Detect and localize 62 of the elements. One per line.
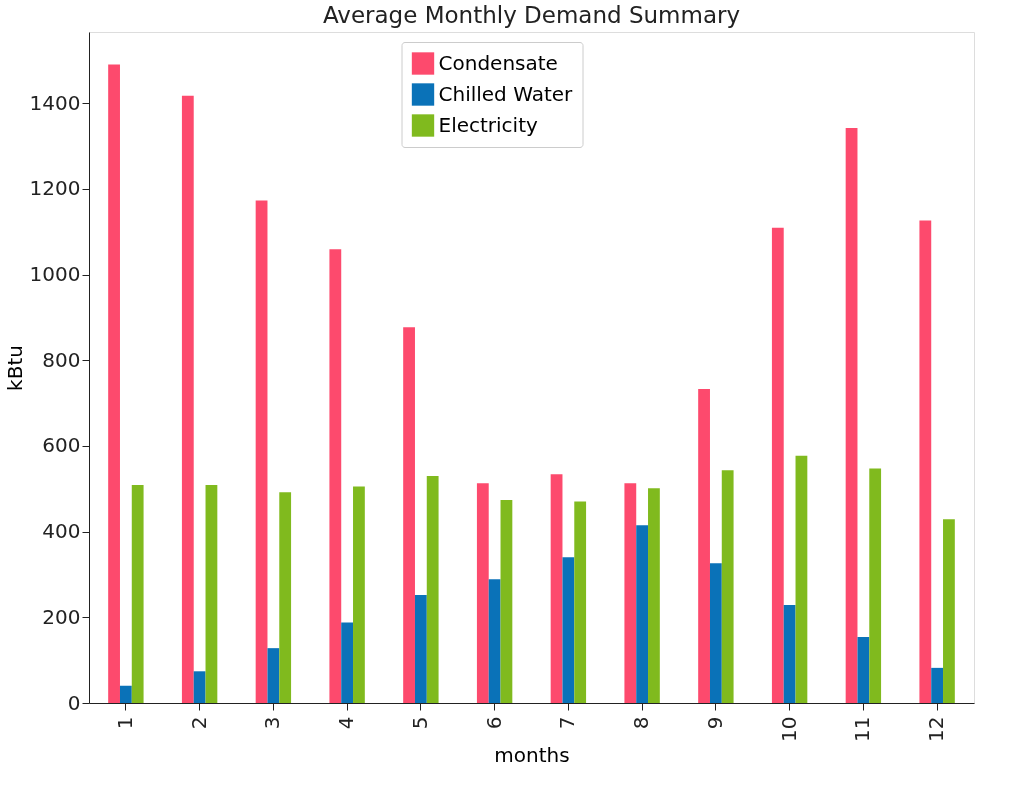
x-tick-label: 6 xyxy=(481,716,506,730)
x-tick-label: 12 xyxy=(924,716,949,742)
x-tick-label: 1 xyxy=(112,716,137,730)
bar xyxy=(414,595,427,703)
x-tick-label: 2 xyxy=(186,716,211,730)
bar xyxy=(255,200,268,703)
x-tick-label: 4 xyxy=(334,716,359,730)
y-tick-label: 400 xyxy=(42,519,81,544)
bar xyxy=(857,637,870,703)
legend-label: Electricity xyxy=(438,112,539,137)
y-tick-label: 0 xyxy=(67,690,81,715)
bar xyxy=(698,388,710,703)
bar xyxy=(919,220,932,703)
bar xyxy=(119,685,132,703)
bar xyxy=(709,563,722,703)
bar xyxy=(845,127,858,703)
bar xyxy=(943,519,955,703)
y-axis-title: kBtu xyxy=(2,345,27,391)
bar xyxy=(574,501,587,703)
bar xyxy=(403,327,415,703)
legend-label: Condensate xyxy=(438,50,558,75)
bar xyxy=(476,483,489,703)
bar xyxy=(562,557,575,703)
bar xyxy=(181,95,194,703)
y-tick-label: 1000 xyxy=(29,262,81,287)
bar xyxy=(500,499,513,703)
bar xyxy=(108,64,120,703)
bar xyxy=(488,579,501,703)
bar xyxy=(341,622,354,703)
chart-title: Average Monthly Demand Summary xyxy=(322,2,741,28)
bar xyxy=(648,488,660,703)
bar xyxy=(267,648,280,703)
bar xyxy=(721,470,734,703)
bar xyxy=(550,474,563,703)
bar xyxy=(353,486,365,703)
bar xyxy=(426,475,439,703)
y-tick-label: 200 xyxy=(42,604,81,629)
x-tick-label: 7 xyxy=(555,716,580,730)
bar xyxy=(869,468,882,703)
x-axis-title: months xyxy=(494,742,570,767)
y-tick-label: 600 xyxy=(42,433,81,458)
bar xyxy=(279,492,292,703)
x-tick-label: 9 xyxy=(702,716,727,730)
bar xyxy=(771,227,784,703)
bar xyxy=(193,671,206,703)
bar xyxy=(329,249,342,703)
legend-label: Chilled Water xyxy=(438,81,574,106)
bar xyxy=(624,483,637,703)
bar xyxy=(795,455,808,703)
bar xyxy=(783,604,796,703)
x-tick-label: 5 xyxy=(407,716,432,730)
x-tick-label: 8 xyxy=(629,716,654,730)
bar xyxy=(205,484,218,703)
x-tick-label: 10 xyxy=(776,716,801,742)
bar xyxy=(636,525,649,703)
y-tick-label: 1400 xyxy=(29,90,81,115)
bar xyxy=(131,484,144,703)
y-tick-label: 1200 xyxy=(29,176,81,201)
x-tick-label: 3 xyxy=(260,716,285,730)
y-tick-label: 800 xyxy=(42,347,81,372)
x-tick-label: 11 xyxy=(850,716,875,742)
bar xyxy=(931,667,944,703)
